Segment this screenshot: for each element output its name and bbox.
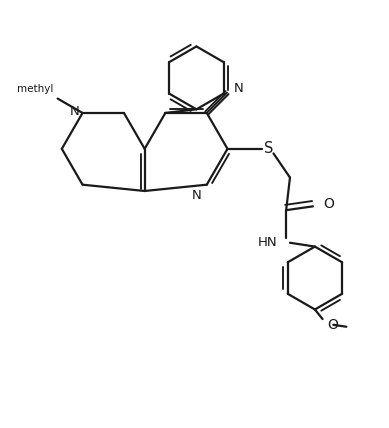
Text: S: S [264,141,273,156]
Text: N: N [191,189,201,202]
Text: N: N [70,104,79,118]
Text: HN: HN [258,236,278,249]
Text: methyl: methyl [17,84,53,94]
Text: O: O [323,197,334,211]
Text: O: O [327,318,338,332]
Text: N: N [234,81,244,95]
